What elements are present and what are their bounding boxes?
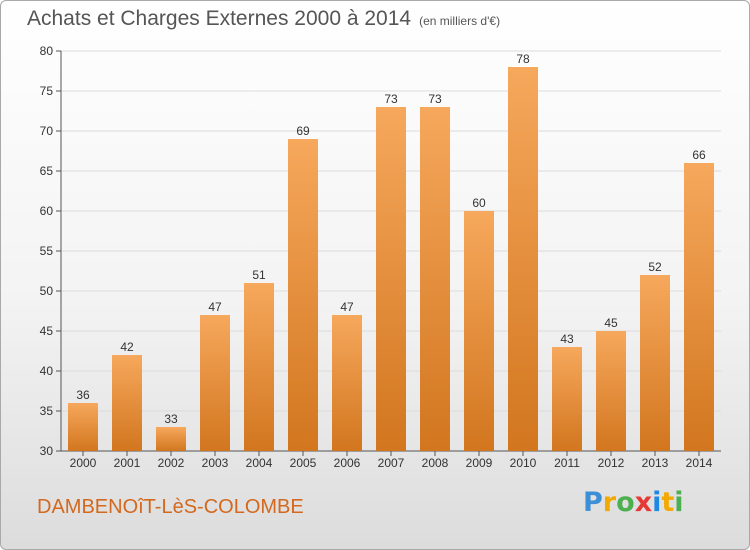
y-tick-label: 30 [40, 444, 54, 458]
y-tick-label: 50 [40, 284, 54, 298]
y-tick-label: 80 [40, 44, 54, 58]
data-label-2008: 73 [428, 92, 442, 106]
data-label-2014: 66 [692, 148, 706, 162]
x-tick-label-2011: 2011 [554, 456, 580, 470]
data-label-2001: 42 [120, 340, 134, 354]
y-tick-label: 55 [40, 244, 54, 258]
bar-2013 [640, 275, 670, 451]
bar-2007 [376, 107, 406, 451]
data-label-2006: 47 [340, 300, 354, 314]
y-tick-label: 60 [40, 204, 54, 218]
chart-subtitle: (en milliers d'€) [419, 14, 501, 28]
y-tick-label: 40 [40, 364, 54, 378]
bar-2010 [508, 67, 538, 451]
data-label-2003: 47 [208, 300, 222, 314]
data-label-2007: 73 [384, 92, 398, 106]
x-tick-label-2001: 2001 [114, 456, 141, 470]
bar-2001 [112, 355, 142, 451]
bar-2014 [684, 163, 714, 451]
commune-name: DAMBENOîT-LèS-COLOMBE [37, 496, 304, 518]
axes: 30 35 40 45 50 55 60 65 70 75 80 2000 2001 2002 2003 20… [40, 44, 721, 470]
data-label-2004: 51 [252, 268, 266, 282]
x-tick-label-2008: 2008 [422, 456, 449, 470]
logo-letter: o [616, 487, 635, 518]
x-tick-label-2010: 2010 [510, 456, 537, 470]
bar-2009 [464, 211, 494, 451]
x-tick-label-2002: 2002 [158, 456, 185, 470]
data-label-2013: 52 [648, 260, 662, 274]
x-tick-label-2003: 2003 [202, 456, 229, 470]
bar-2003 [200, 315, 230, 451]
logo-letter: P [583, 487, 603, 518]
x-tick-label-2000: 2000 [70, 456, 97, 470]
logo-letter: t [661, 487, 675, 518]
data-label-2011: 43 [560, 332, 574, 346]
x-tick-label-2004: 2004 [246, 456, 273, 470]
logo-letter: r [602, 487, 617, 518]
y-tick-label: 35 [40, 404, 54, 418]
data-label-2005: 69 [296, 124, 310, 138]
data-label-2010: 78 [516, 52, 530, 66]
data-labels: 36 42 33 47 51 69 47 73 73 60 78 43 45 52 66 [76, 52, 706, 426]
logo-letter: x [634, 487, 653, 518]
bar-2012 [596, 331, 626, 451]
logo-letter: i [652, 487, 662, 518]
title-text: Achats et Charges Externes 2000 à 2014 [27, 7, 412, 30]
bar-2004 [244, 283, 274, 451]
logo-letter: i [674, 487, 684, 518]
proxiti-logo: Proxiti [583, 487, 684, 518]
bar-2000 [68, 403, 98, 451]
x-tick-label-2005: 2005 [290, 456, 317, 470]
chart-title: Achats et Charges Externes 2000 à 2014 (e… [27, 7, 500, 31]
data-label-2002: 33 [164, 412, 178, 426]
y-tick-label: 70 [40, 124, 54, 138]
data-label-2000: 36 [76, 388, 90, 402]
x-tick-label-2012: 2012 [598, 456, 625, 470]
data-label-2012: 45 [604, 316, 618, 330]
x-tick-label-2007: 2007 [378, 456, 405, 470]
y-tick-label: 75 [40, 84, 54, 98]
bar-2008 [420, 107, 450, 451]
x-tick-label-2013: 2013 [642, 456, 669, 470]
bar-2011 [552, 347, 582, 451]
x-tick-label-2009: 2009 [466, 456, 493, 470]
y-tick-label: 65 [40, 164, 54, 178]
data-label-2009: 60 [472, 196, 486, 210]
bar-2006 [332, 315, 362, 451]
bar-2005 [288, 139, 318, 451]
x-tick-label-2006: 2006 [334, 456, 361, 470]
bars [68, 67, 714, 451]
y-tick-label: 45 [40, 324, 54, 338]
bar-2002 [156, 427, 186, 451]
x-tick-label-2014: 2014 [686, 456, 713, 470]
